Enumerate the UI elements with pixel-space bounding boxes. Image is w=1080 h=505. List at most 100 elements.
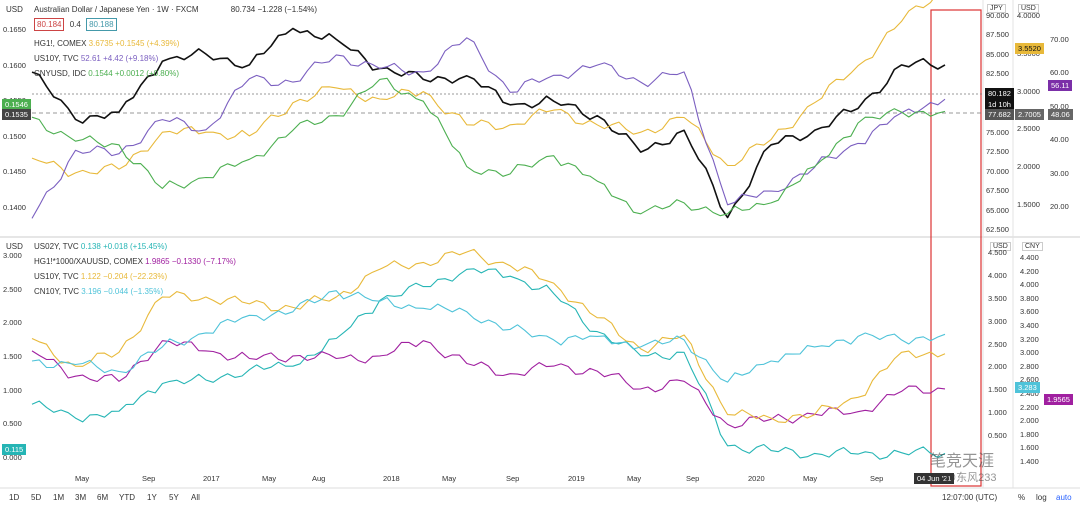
log-toggle[interactable]: log [1036,493,1047,502]
cny-tick: 3.400 [1020,321,1039,330]
top-overlay-legend[interactable]: HG1!, COMEX 3.6735 +0.1545 (+4.39%) US10Y… [34,38,179,83]
series-line-cn10y[interactable] [31,290,946,383]
legend-value: 1.9865 −0.1330 (−7.17%) [142,257,236,266]
left-tick-bottom: 3.000 [3,251,22,260]
series-line-hg1-[interactable] [31,0,945,178]
range-button-6m[interactable]: 6M [97,493,109,502]
spread: 0.4 [69,20,81,29]
usd-tick-top: 2.0000 [1017,162,1040,172]
cny-tick: 3.000 [1020,348,1039,358]
legend-row-3[interactable]: CN10Y, TVC 3.196 −0.044 (−1.35%) [34,286,236,297]
range-button-5y[interactable]: 5Y [169,493,179,502]
left-tick-bottom: 2.500 [3,284,22,294]
series-line-audjpy[interactable] [31,27,946,219]
legend-symbol[interactable]: US02Y, TVC [34,242,79,251]
utc-clock[interactable]: 12:07:00 (UTC) [942,493,998,502]
legend-value: 3.196 −0.044 (−1.35%) [79,287,164,296]
usd-tick-bottom: 3.000 [988,316,1007,326]
jpy-tick: 87.500 [986,30,1009,40]
price-label-audjpy: 80.182 [985,88,1014,99]
price-label-jpy-line: 77.682 [985,109,1014,120]
usd-tick-top: 4.0000 [1017,11,1040,20]
cny-tick: 1.400 [1020,457,1039,466]
top-currency-label: USD [6,5,23,14]
left-tick-bottom: 2.000 [3,318,22,328]
usd-tick-bottom: 0.500 [988,431,1007,440]
series-line-us10y[interactable] [31,37,946,219]
x-axis-label: 2020 [748,474,765,483]
bottom-toolbar: 1D 5D 1M 3M 6M YTD 1Y 5Y All 12:07:00 (UTC) % lo… [0,489,1080,505]
jpy-tick: 67.500 [986,186,1009,196]
bid-ask[interactable]: 80.184 0.4 80.188 [34,18,120,31]
legend-row-2[interactable]: US10Y, TVC 1.122 −0.204 (−22.23%) [34,271,236,282]
bid-box[interactable]: 80.184 [34,18,65,31]
legend-row-0[interactable]: HG1!, COMEX 3.6735 +0.1545 (+4.39%) [34,38,179,49]
left-tick-bottom: 0.500 [3,419,22,429]
price-label-hg: 3.5520 [1015,43,1044,54]
legend-value: 1.122 −0.204 (−22.23%) [78,272,168,281]
x-axis-label: Sep [686,474,700,483]
cny-tick: 1.800 [1020,429,1039,439]
legend-row-0[interactable]: US02Y, TVC 0.138 +0.018 (+15.45%) [34,241,236,252]
legend-row-2[interactable]: CNYUSD, IDC 0.1544 +0.0012 (+0.80%) [34,68,179,79]
left-tick-top: 0.1650 [3,25,26,34]
usd2-tick-top: 50.00 [1050,101,1069,111]
series-line-us10y[interactable] [31,248,946,423]
series-line-cnyusd[interactable] [31,77,946,217]
ask-box[interactable]: 80.188 [86,18,117,31]
x-axis-label: 2018 [383,474,400,483]
bottom-overlay-legend[interactable]: US02Y, TVC 0.138 +0.018 (+15.45%) HG1!*10… [34,241,236,301]
axis-tag-usd[interactable]: USD [1018,4,1039,13]
x-axis-label: Sep [142,474,156,483]
legend-symbol[interactable]: HG1!*1000/XAUUSD, COMEX [34,257,143,266]
series-line-us02y[interactable] [31,268,946,460]
legend-row-1[interactable]: HG1!*1000/XAUUSD, COMEX 1.9865 −0.1330 (… [34,256,236,267]
usd-tick-bottom: 2.500 [988,339,1007,349]
usd-tick-top: 2.5000 [1017,124,1040,134]
left-tick-top: 0.1600 [3,60,26,70]
cny-tick: 4.000 [1020,280,1039,290]
highlight-rect[interactable] [930,9,982,487]
legend-symbol[interactable]: CN10Y, TVC [34,287,80,296]
legend-row-1[interactable]: US10Y, TVC 52.61 +4.42 (+9.18%) [34,53,179,64]
range-button-1m[interactable]: 1M [53,493,65,502]
range-button-5d[interactable]: 5D [31,493,42,502]
legend-symbol[interactable]: US10Y, TVC [34,272,79,281]
range-button-3m[interactable]: 3M [75,493,87,502]
usd-tick-top: 3.0000 [1017,86,1040,96]
left-tick-bottom: 1.500 [3,352,22,361]
left-tick-top: 0.1500 [3,131,26,141]
usd-tick-bottom: 2.000 [988,362,1007,372]
range-button-1y[interactable]: 1Y [147,493,157,502]
range-button-1d[interactable]: 1D [9,493,20,502]
symbol-title[interactable]: Australian Dollar / Japanese Yen · 1W · … [34,5,199,14]
range-button-all[interactable]: All [191,493,200,502]
jpy-tick: 70.000 [986,166,1009,176]
left-tick-bottom: 1.000 [3,385,22,395]
price-label-ratio: 1.9565 [1044,394,1073,405]
x-axis-label: May [442,474,457,483]
axis-tag-usd-bottom[interactable]: USD [990,242,1011,251]
auto-toggle[interactable]: auto [1056,493,1072,502]
range-button-ytd[interactable]: YTD [119,493,135,502]
last-price: 80.734 [230,5,256,14]
watermark-sub: @东风233 [945,472,997,484]
price-label-hg-line: 2.7005 [1015,109,1044,120]
axis-tag-cny[interactable]: CNY [1022,242,1043,251]
usd-tick-top: 1.5000 [1017,200,1040,209]
percent-toggle[interactable]: % [1018,493,1026,502]
legend-value: 52.61 +4.42 (+9.18%) [78,54,159,63]
date-highlight: 04 Jun '21 [914,473,955,484]
legend-symbol[interactable]: CNYUSD, IDC [34,69,87,78]
main-series-legend[interactable]: Australian Dollar / Japanese Yen · 1W · … [34,4,317,15]
top-legend: USD [6,4,23,15]
x-axis-label: 2017 [203,474,220,483]
axis-tag-jpy[interactable]: JPY [987,4,1006,13]
cny-tick: 3.200 [1020,334,1039,344]
usd-tick-bottom: 3.500 [988,293,1007,303]
x-axis-label: Sep [506,474,520,483]
legend-symbol[interactable]: HG1!, COMEX [34,39,87,48]
series-line-hg1-1000-xauusd[interactable] [31,340,946,429]
legend-symbol[interactable]: US10Y, TVC [34,54,79,63]
